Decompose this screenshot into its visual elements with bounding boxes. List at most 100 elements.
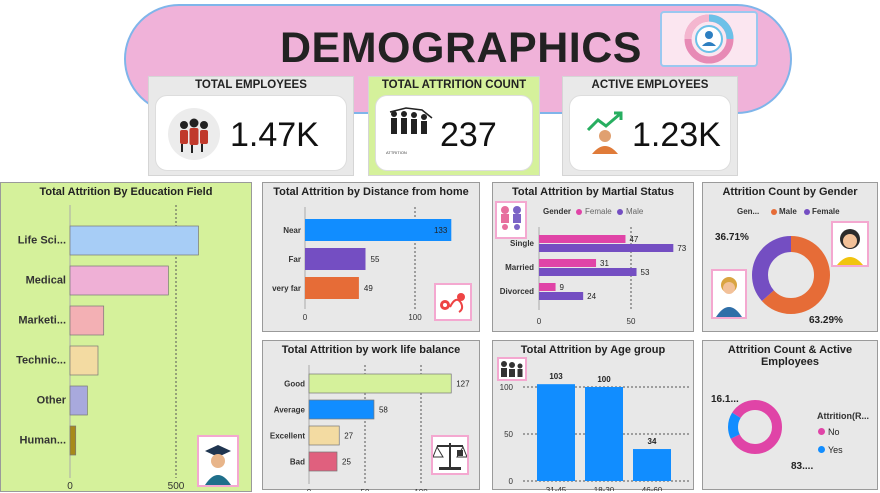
data-label: 49 (364, 284, 373, 293)
kpi-card: 1.47K (155, 95, 347, 171)
kpi-title: TOTAL ATTRITION COUNT (381, 79, 527, 91)
bar (305, 277, 359, 299)
graduate-icon (197, 435, 239, 487)
chart-age-group: Total Attrition by Age group 100 50 0 103 31… (492, 340, 694, 491)
education-bars: 0 500 Life Sci... Medical Marketi... Technic.… (16, 205, 199, 492)
tick-label: 0 (303, 313, 308, 322)
chart-education-field: Total Attrition By Education Field 0 500 L… (0, 182, 252, 492)
data-label: 58 (379, 406, 388, 415)
category-label: Human... (20, 435, 66, 447)
category-label: Single (510, 239, 535, 248)
chart-attrition-active: Attrition Count & Active Employees 16.1.… (702, 340, 878, 490)
bar (69, 305, 105, 336)
legend-dot-female (804, 209, 810, 215)
kpi-value: 237 (440, 116, 497, 154)
category-label: Excellent (270, 432, 305, 441)
tick-label: 0 (509, 477, 514, 486)
data-label: 25 (342, 458, 351, 467)
chart-title: Total Attrition by Martial Status (512, 186, 674, 198)
tick-label: 0 (307, 488, 312, 491)
bar-female (539, 235, 626, 243)
bar (69, 385, 88, 416)
data-label-female: 36.71% (715, 232, 749, 243)
bar (308, 373, 452, 394)
chart-title: Attrition Count by Gender (722, 186, 858, 198)
donut-slice-no (728, 400, 782, 454)
bar-male (539, 244, 674, 252)
legend-title: Attrition(R... (817, 411, 869, 421)
donut-slice-yes (728, 400, 782, 454)
data-label: 27 (344, 432, 353, 441)
bar (537, 384, 575, 481)
gender-donut (752, 236, 830, 314)
data-label: 127 (456, 380, 470, 389)
bar (308, 425, 340, 446)
legend-dot-female (576, 209, 582, 215)
kpi-total-attrition: TOTAL ATTRITION COUNT ATTRITION 237 (368, 76, 540, 176)
chart-title-line1: Attrition Count & Active (727, 344, 853, 356)
tick-label: 0 (537, 317, 542, 326)
kpi-value: 1.23K (632, 116, 721, 154)
bar (308, 399, 375, 420)
route-map-icon (434, 283, 472, 321)
tick-label: 100 (500, 383, 514, 392)
legend-label-female: Female (585, 207, 612, 216)
kpi-title: ACTIVE EMPLOYEES (591, 79, 709, 91)
kpi-active-employees: ACTIVE EMPLOYEES 1.23K (562, 76, 738, 176)
bar (69, 345, 99, 376)
data-label: 9 (560, 283, 565, 292)
legend-label-male: Male (626, 207, 644, 216)
category-label: Other (37, 395, 67, 407)
chart-title: Total Attrition by Age group (520, 344, 666, 356)
kpi-title: TOTAL EMPLOYEES (195, 79, 307, 91)
category-label: Average (274, 406, 306, 415)
growth-person-icon (580, 106, 630, 156)
bar (305, 248, 366, 270)
legend-label-female: Female (812, 207, 840, 216)
bar (69, 425, 77, 456)
data-label: 133 (434, 226, 448, 235)
chart-title: Total Attrition by Distance from home (273, 186, 469, 198)
data-label: 31 (600, 259, 609, 268)
bar (308, 451, 338, 472)
bar (69, 265, 169, 296)
donut-slice-female (752, 236, 830, 314)
data-label: 47 (629, 235, 638, 244)
page-title: DEMOGRAPHICS (280, 24, 642, 72)
bar (305, 219, 452, 241)
legend-title: Gender (543, 207, 572, 216)
category-label: Good (284, 380, 305, 389)
attrition-active-donut (728, 400, 782, 454)
chart-marital-status: Total Attrition by Martial Status Gender… (492, 182, 694, 332)
legend-label-no: No (828, 427, 840, 437)
family-icon (495, 201, 527, 239)
data-label-no: 83.... (791, 461, 814, 472)
tick-label: 50 (361, 488, 370, 491)
data-label-yes: 16.1... (711, 394, 739, 405)
legend-title: Gen... (737, 207, 760, 216)
bar (633, 449, 671, 481)
chart-title-line2: Employees (760, 356, 820, 368)
chart-distance-from-home: Total Attrition by Distance from home 0 1… (262, 182, 480, 332)
data-label: 34 (648, 437, 657, 446)
data-label: 103 (549, 372, 563, 381)
tick-label: 0 (67, 481, 73, 492)
work-life-bars: 0 50 100 Good 127 Average 58 Excellent 27 Bad 25 (270, 365, 470, 491)
kpi-value: 1.47K (230, 116, 319, 154)
people-group-icon (168, 108, 220, 160)
category-label: very far (272, 284, 301, 293)
category-label: Married (505, 263, 534, 272)
legend-dot-male (771, 209, 777, 215)
data-label: 55 (371, 255, 380, 264)
chart-title: Total Attrition by work life balance (281, 344, 461, 356)
legend-label-male: Male (779, 207, 797, 216)
tick-label: 100 (414, 488, 428, 491)
chart-title: Total Attrition By Education Field (39, 186, 213, 198)
data-label: 53 (641, 268, 650, 277)
bar-female (539, 283, 556, 291)
kpi-total-employees: TOTAL EMPLOYEES 1.47K (148, 76, 354, 176)
bar (585, 387, 623, 481)
bar (69, 225, 199, 256)
legend-dot-no (818, 428, 825, 435)
category-label: Bad (290, 458, 305, 467)
